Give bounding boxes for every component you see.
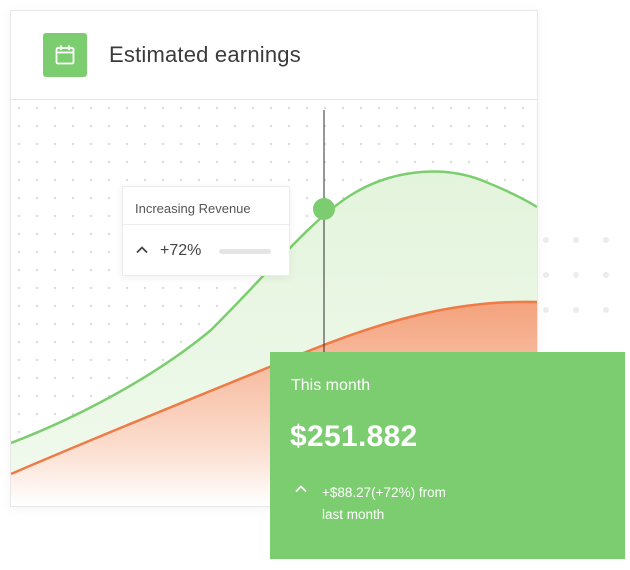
revenue-title: Increasing Revenue	[135, 201, 251, 216]
month-change: +$88.27(+72%) from last month	[322, 482, 497, 526]
revenue-divider	[123, 224, 289, 225]
month-change-line-2: last month	[322, 507, 385, 522]
month-change-line-1: +$88.27(+72%) from	[322, 485, 446, 500]
increasing-revenue-card: Increasing Revenue +72%	[122, 186, 290, 276]
chevron-up-icon	[135, 243, 149, 262]
this-month-card: This month $251.882 +$88.27(+72%) from l…	[270, 352, 625, 559]
revenue-progress-bar	[219, 249, 271, 254]
card-title: Estimated earnings	[109, 42, 301, 67]
decorative-dots	[543, 237, 609, 313]
card-header: Estimated earnings	[11, 11, 537, 100]
calendar-icon	[43, 33, 87, 77]
month-amount: $251.882	[290, 420, 418, 453]
revenue-value: +72%	[160, 242, 202, 259]
chevron-up-icon	[294, 482, 308, 501]
crosshair-point[interactable]	[313, 198, 335, 220]
series-1-line	[11, 170, 537, 445]
month-label: This month	[291, 377, 371, 394]
